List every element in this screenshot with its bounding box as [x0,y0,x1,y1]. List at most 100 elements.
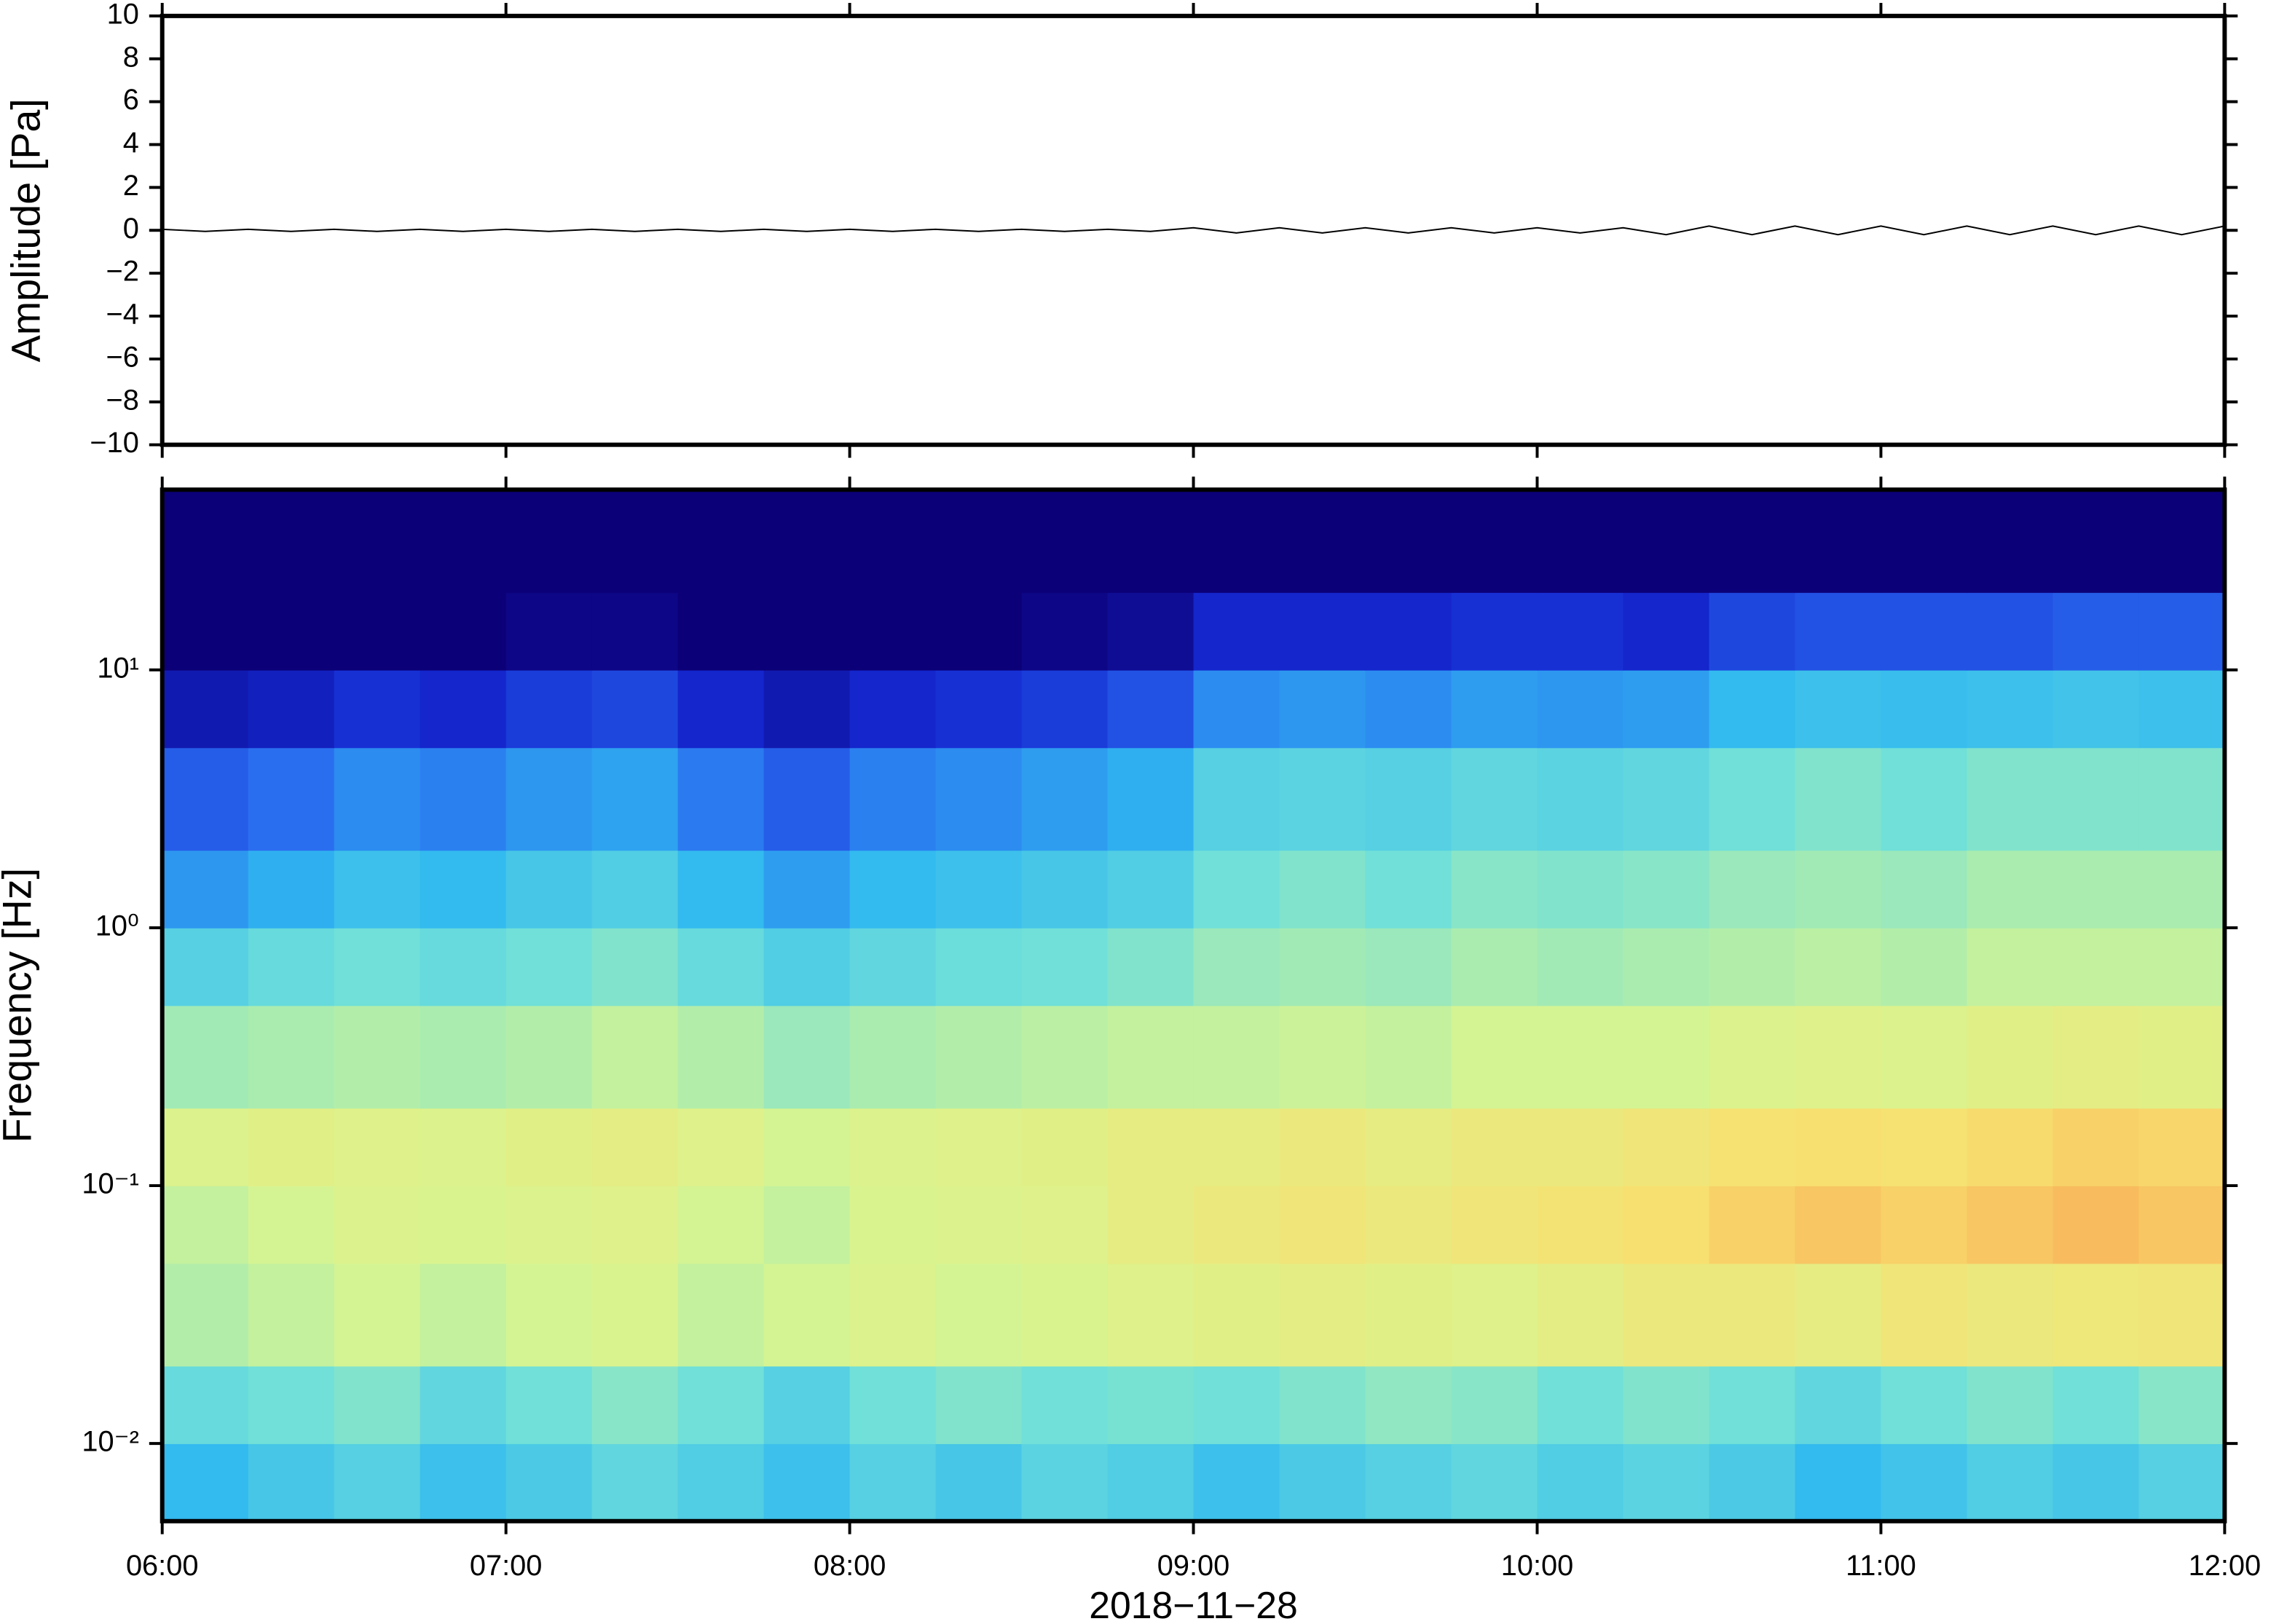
spectrogram-cell [162,1263,249,1367]
spectrogram-cell [677,1108,765,1186]
spectrogram-cell [677,592,765,671]
y-tick-label: 6 [123,84,139,116]
spectrogram-cell [248,1108,335,1186]
spectrogram-cell [763,1263,851,1367]
spectrogram-cell [591,1365,679,1444]
spectrogram-cell [1795,850,1882,929]
spectrogram-cell [1709,1263,1796,1367]
spectrogram-cell [420,1186,507,1264]
spectrogram-cell [1365,1108,1452,1186]
spectrogram-cell [935,1365,1023,1444]
spectrogram-cell [677,747,765,851]
spectrogram-cell [2052,1108,2140,1186]
spectrogram-cell [2052,747,2140,851]
spectrogram-cell [591,1005,679,1109]
spectrogram-cell [591,669,679,749]
spectrogram-cell [1623,669,1710,749]
spectrogram-cell [1709,747,1796,851]
spectrogram-cell [1537,1186,1624,1264]
spectrogram-cell [677,927,765,1006]
spectrogram-cell [162,747,249,851]
spectrogram-cell [677,850,765,929]
spectrogram-cell [763,1443,851,1522]
spectrogram-cell [1451,927,1538,1006]
spectrogram-cell [162,1443,249,1522]
spectrogram-cell [1623,592,1710,671]
spectrogram-cell [2138,1186,2226,1264]
spectrogram-cell [1623,1108,1710,1186]
spectrogram-cell [505,669,593,749]
spectrogram-cell [1193,927,1280,1006]
spectrogram-cell [1967,669,2054,749]
spectrogram-cell [677,489,765,594]
spectrogram-cell [1623,1005,1710,1109]
spectrogram-cell [1623,1186,1710,1264]
spectrogram-cell [1537,669,1624,749]
spectrogram-cell [1623,927,1710,1006]
y-axis-title: Frequency [Hz] [0,868,40,1143]
spectrogram-cell [1881,850,1968,929]
spectrogram-cell [248,489,335,594]
spectrogram-cell [334,1263,421,1367]
spectrogram-cell [1365,747,1452,851]
spectrogram-cell [1709,592,1796,671]
spectrogram-cell [1537,1365,1624,1444]
spectrogram-cell [849,669,937,749]
spectrogram-cell [1021,1108,1109,1186]
x-tick-label: 10:00 [1501,1550,1573,1582]
spectrogram-cell [591,1443,679,1522]
spectrogram-cell [1795,1186,1882,1264]
spectrogram-cell [505,1186,593,1264]
spectrogram-cell [2052,592,2140,671]
spectrogram-cell [1193,1005,1280,1109]
y-tick-label: 0 [123,213,139,245]
spectrogram-cell [763,850,851,929]
spectrogram-cell [1279,489,1366,594]
spectrogram-cell [1795,1365,1882,1444]
spectrogram-cell [1021,1186,1109,1264]
spectrogram-cell [1365,927,1452,1006]
spectrogram-cell [849,592,937,671]
spectrogram-cell [1623,850,1710,929]
spectrogram-cell [1107,1186,1194,1264]
spectrogram-cell [849,1005,937,1109]
spectrogram-cell [1881,1263,1968,1367]
spectrogram-cell [1709,489,1796,594]
spectrogram-cell [2052,489,2140,594]
spectrogram-cell [334,669,421,749]
spectrogram-cell [591,927,679,1006]
spectrogram-cell [248,850,335,929]
spectrogram-cell [420,669,507,749]
spectrogram-cell [334,747,421,851]
spectrogram-cell [334,927,421,1006]
spectrogram-cell [849,489,937,594]
spectrogram-cell [505,1005,593,1109]
spectrogram-cell [505,850,593,929]
y-tick-label: −8 [106,384,139,416]
spectrogram-cell [677,1365,765,1444]
spectrogram-cell [1451,1108,1538,1186]
spectrogram-cell [591,1108,679,1186]
spectrogram-cell [1365,1186,1452,1264]
spectrogram-cell [1451,1005,1538,1109]
waveform [162,225,2225,236]
spectrogram-cell [2052,1263,2140,1367]
y-tick-label: 10 [107,0,139,30]
spectrogram-cell [763,1005,851,1109]
spectrogram-cell [1795,1005,1882,1109]
spectrogram-cell [1709,1443,1796,1522]
y-tick-label: −10 [90,427,138,459]
y-tick-label: 10⁻¹ [82,1168,138,1200]
spectrogram-cell [1021,669,1109,749]
spectrogram-cell [1279,1108,1366,1186]
spectrogram-cell [334,1005,421,1109]
spectrogram-cell [1537,592,1624,671]
spectrogram-cell [1537,1108,1624,1186]
y-tick-label: 4 [123,127,139,159]
spectrogram-cell [420,850,507,929]
spectrogram-cell [677,1186,765,1264]
spectrogram-cell [2052,1443,2140,1522]
spectrogram-cell [1623,1365,1710,1444]
spectrogram-cell [505,927,593,1006]
spectrogram-cell [2052,927,2140,1006]
